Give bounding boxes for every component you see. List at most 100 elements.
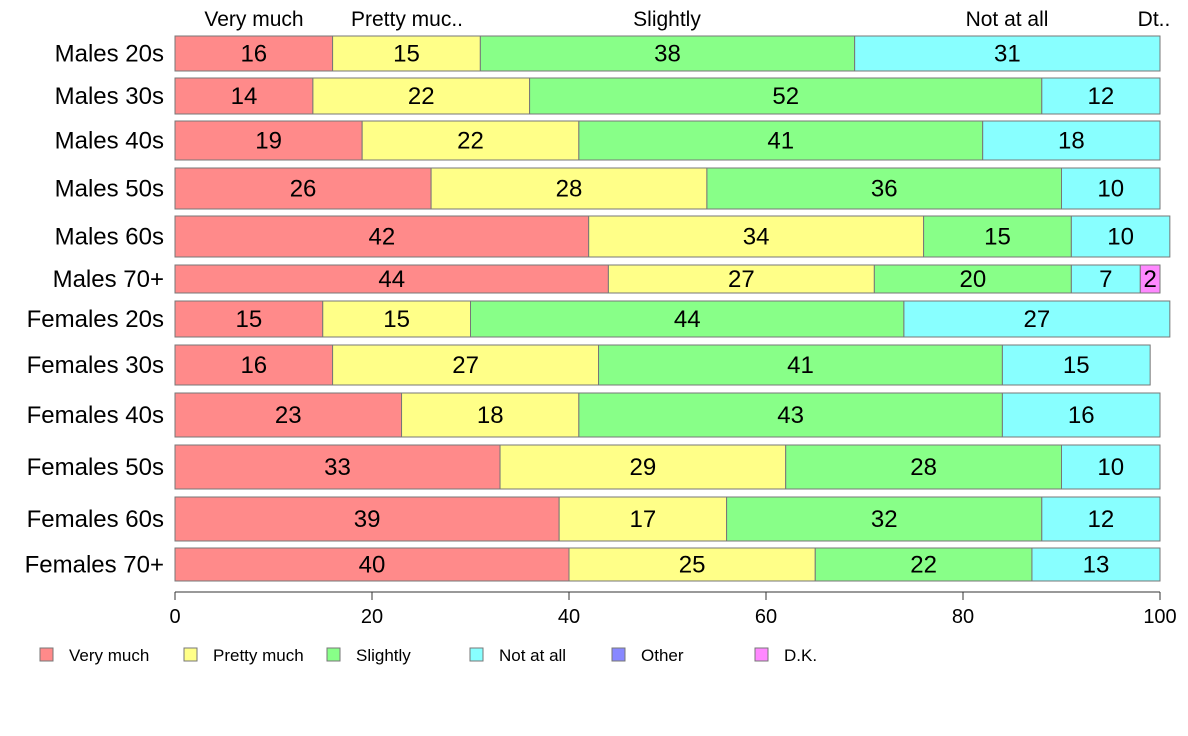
bar-segment <box>174 120 363 161</box>
bar-segment <box>903 300 1171 338</box>
data-label: 15 <box>393 41 420 68</box>
data-label: 18 <box>1058 128 1085 155</box>
x-tick-label: 40 <box>558 606 580 628</box>
data-label: 16 <box>240 352 267 379</box>
legend-label: Slightly <box>356 646 411 665</box>
bar-segment <box>479 35 856 72</box>
bar-segment <box>568 547 816 582</box>
bar-segment <box>814 547 1033 582</box>
data-label: 7 <box>1099 266 1112 293</box>
row-label: Males 60s <box>55 224 164 251</box>
bar-segment <box>1041 496 1161 542</box>
x-tick-label: 60 <box>755 606 777 628</box>
bar-segment <box>598 344 1003 386</box>
legend-swatch <box>183 647 198 662</box>
bar-segment <box>558 496 728 542</box>
data-label: 27 <box>452 352 479 379</box>
data-label: 2 <box>1143 266 1156 293</box>
top-label: Not at all <box>966 8 1049 31</box>
data-label: 33 <box>324 454 351 481</box>
top-category-labels: Very much Pretty muc.. Slightly Not at all D… <box>204 8 1170 31</box>
bar-segment <box>174 344 334 386</box>
bar-segment <box>174 167 432 210</box>
row-labels: Males 20s Males 30s Males 40s Males 50s Male… <box>25 41 164 579</box>
data-label: 16 <box>240 41 267 68</box>
bar-segment <box>1031 547 1161 582</box>
data-label: 25 <box>679 552 706 579</box>
bar-segment <box>785 444 1062 490</box>
row-label: Males 40s <box>55 128 164 155</box>
bar-segment <box>1001 344 1151 386</box>
top-label: Dt.. <box>1138 8 1171 31</box>
data-label: 41 <box>787 352 814 379</box>
legend-swatch <box>754 647 769 662</box>
bar-segment <box>430 167 708 210</box>
row-label: Females 30s <box>27 352 164 379</box>
data-label: 31 <box>994 41 1021 68</box>
legend-swatch <box>39 647 54 662</box>
bar-segment <box>588 215 925 258</box>
data-label: 12 <box>1088 506 1115 533</box>
data-label: 18 <box>477 402 504 429</box>
row-label: Males 30s <box>55 83 164 110</box>
legend-label: D.K. <box>784 646 817 665</box>
bar-segment <box>607 264 875 294</box>
data-label: 40 <box>359 552 386 579</box>
data-label: 10 <box>1097 454 1124 481</box>
legend-swatch <box>326 647 341 662</box>
bar-segment <box>361 120 580 161</box>
data-label: 43 <box>777 402 804 429</box>
data-label: 29 <box>630 454 657 481</box>
top-label: Pretty muc.. <box>351 8 463 31</box>
data-label: 27 <box>728 266 755 293</box>
legend-swatch <box>469 647 484 662</box>
row-label: Males 20s <box>55 41 164 68</box>
data-label: 26 <box>290 176 317 203</box>
data-label: 34 <box>743 224 770 251</box>
data-label: 19 <box>255 128 282 155</box>
row-label: Females 50s <box>27 454 164 481</box>
data-label: 39 <box>354 506 381 533</box>
data-label: 22 <box>457 128 484 155</box>
bar-segment <box>873 264 1072 294</box>
row-label: Males 50s <box>55 176 164 203</box>
bar-segment <box>322 300 471 338</box>
legend-swatch <box>611 647 626 662</box>
row-label: Females 40s <box>27 402 164 429</box>
data-label: 44 <box>378 266 405 293</box>
bar-segment <box>174 547 570 582</box>
data-label: 15 <box>984 224 1011 251</box>
legend-label: Not at all <box>499 646 566 665</box>
data-label: 12 <box>1088 83 1115 110</box>
bar-segment <box>578 392 1003 438</box>
data-label: 10 <box>1107 224 1134 251</box>
data-label: 17 <box>630 506 657 533</box>
row-label: Females 70+ <box>25 552 164 579</box>
bar-segment <box>174 392 403 438</box>
data-label: 36 <box>871 176 898 203</box>
bar-segment <box>332 344 600 386</box>
row-label: Females 60s <box>27 506 164 533</box>
legend: Very much Pretty much Slightly Not at all Ot… <box>39 646 817 665</box>
legend-label: Very much <box>69 646 149 665</box>
bar-segment <box>174 77 314 115</box>
bar-segment <box>982 120 1161 161</box>
data-label: 28 <box>556 176 583 203</box>
bar-segment <box>312 77 531 115</box>
data-label: 14 <box>231 83 258 110</box>
data-label: 42 <box>368 224 395 251</box>
bar-segment <box>529 77 1043 115</box>
bar-segment <box>174 496 560 542</box>
legend-label: Other <box>641 646 684 665</box>
bar-segment <box>854 35 1161 72</box>
data-label: 27 <box>1024 306 1051 333</box>
x-tick-label: 0 <box>169 606 180 628</box>
data-label: 23 <box>275 402 302 429</box>
bar-segment <box>174 264 609 294</box>
bar-segment <box>1001 392 1161 438</box>
bar-segment <box>1061 167 1161 210</box>
data-label: 15 <box>1063 352 1090 379</box>
bar-segment <box>726 496 1043 542</box>
bar-segment <box>174 35 334 72</box>
